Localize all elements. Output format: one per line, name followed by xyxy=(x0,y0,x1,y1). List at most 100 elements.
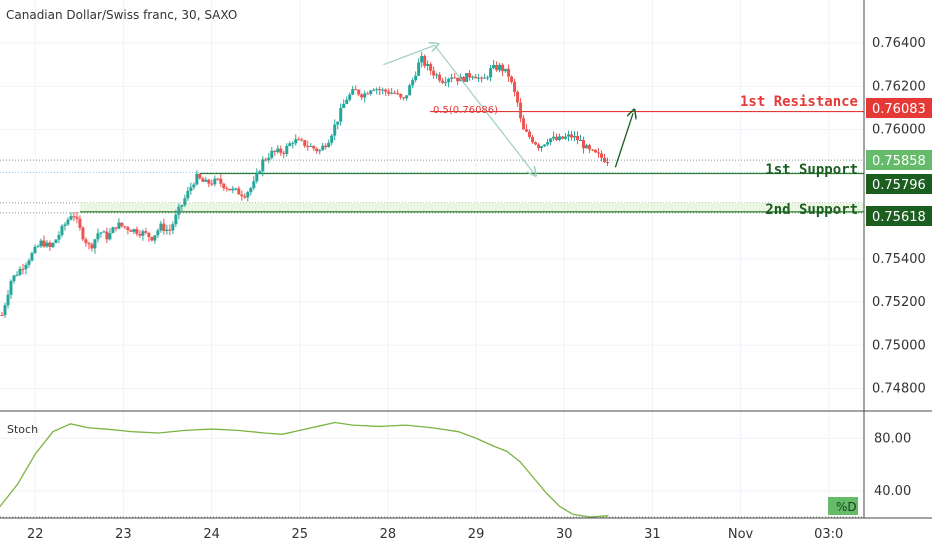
candle-body xyxy=(90,244,94,249)
chart-title: Canadian Dollar/Swiss franc, 30, SAXO xyxy=(6,8,237,22)
candle-body xyxy=(252,181,256,189)
time-tick-label: 23 xyxy=(115,527,132,542)
candle-body xyxy=(387,91,391,94)
candle-body xyxy=(219,178,223,184)
candle-body xyxy=(399,93,403,98)
candle-body xyxy=(144,231,148,233)
time-tick-label: 28 xyxy=(380,527,397,542)
candle-body xyxy=(48,242,52,247)
candle-body xyxy=(528,131,532,137)
candle-body xyxy=(237,188,241,195)
candle-body xyxy=(222,183,226,189)
candle-body xyxy=(84,239,88,244)
candle-body xyxy=(438,74,442,81)
candle-body xyxy=(360,94,364,98)
time-tick-label: Nov xyxy=(728,527,754,542)
stoch-axis: 80.00 40.00 xyxy=(874,431,911,499)
candle-body xyxy=(321,145,325,151)
candle-body xyxy=(570,134,574,138)
candle-body xyxy=(462,76,466,82)
candle-body xyxy=(285,145,289,154)
candle-body xyxy=(102,231,106,233)
candle-body xyxy=(171,224,175,231)
candle-body xyxy=(150,236,154,241)
candle-body xyxy=(108,233,112,240)
price-tick-label: 0.75000 xyxy=(872,338,926,353)
stoch-tick-label: 80.00 xyxy=(874,431,911,446)
candle-body xyxy=(558,136,562,141)
candle-body xyxy=(207,179,211,184)
candle-body xyxy=(183,198,187,206)
candle-body xyxy=(9,280,13,295)
candle-body xyxy=(417,62,421,76)
candle-body xyxy=(336,121,340,125)
candle-body xyxy=(576,135,580,141)
svg-text:0.75858: 0.75858 xyxy=(872,154,926,169)
candle-body xyxy=(414,75,418,81)
candle-body xyxy=(216,178,220,180)
candle-body xyxy=(525,129,529,132)
candle-body xyxy=(270,150,274,158)
candle-body xyxy=(141,231,145,236)
candle-body xyxy=(75,216,79,219)
support-zone xyxy=(80,202,864,212)
candle-body xyxy=(282,152,286,154)
candle-body xyxy=(435,74,439,76)
candle-body xyxy=(234,188,238,190)
candle-body xyxy=(168,229,172,231)
target-arrow xyxy=(614,113,633,168)
support-1-label: 1st Support xyxy=(765,162,858,178)
candle-body xyxy=(420,56,424,63)
candle-body xyxy=(444,82,448,84)
candle-body xyxy=(99,232,103,234)
candle-body xyxy=(561,136,565,139)
candle-body xyxy=(477,77,481,79)
support-2-tag: 0.75618 xyxy=(866,206,932,226)
candle-body xyxy=(456,77,460,82)
candle-body xyxy=(294,139,298,144)
candles xyxy=(0,51,610,318)
candle-body xyxy=(135,229,139,234)
candle-body xyxy=(333,124,337,136)
candle-body xyxy=(33,246,37,254)
candle-body xyxy=(186,190,190,199)
candle-body xyxy=(540,146,544,149)
support-2-label: 2nd Support xyxy=(765,202,858,218)
candle-body xyxy=(402,97,406,99)
time-tick-label: 25 xyxy=(291,527,308,542)
candle-body xyxy=(123,226,127,228)
candle-body xyxy=(117,222,121,229)
candle-body xyxy=(243,196,247,198)
candle-body xyxy=(30,253,34,261)
candle-body xyxy=(471,76,475,78)
candle-body xyxy=(594,149,598,153)
candle-body xyxy=(324,145,328,148)
candle-body xyxy=(534,142,538,145)
candle-body xyxy=(156,230,160,236)
candle-body xyxy=(354,89,358,91)
candle-body xyxy=(339,108,343,122)
candle-body xyxy=(606,162,610,164)
arrows xyxy=(383,44,634,172)
trend-arrow xyxy=(434,44,534,172)
candle-body xyxy=(273,150,277,152)
candle-body xyxy=(564,136,568,139)
candle-body xyxy=(36,246,40,248)
candle-body xyxy=(63,224,67,227)
candle-body xyxy=(549,138,553,143)
candle-body xyxy=(129,230,133,232)
candle-body xyxy=(42,240,46,247)
candle-body xyxy=(582,140,586,149)
candle-body xyxy=(162,223,166,232)
candle-body xyxy=(357,89,361,95)
candle-body xyxy=(288,143,292,146)
candle-body xyxy=(12,275,16,281)
candle-body xyxy=(363,93,367,98)
time-tick-label: 29 xyxy=(468,527,485,542)
candle-body xyxy=(147,232,151,237)
candle-body xyxy=(111,227,115,234)
candle-body xyxy=(372,89,376,91)
candle-body xyxy=(15,274,19,276)
candle-body xyxy=(507,68,511,77)
